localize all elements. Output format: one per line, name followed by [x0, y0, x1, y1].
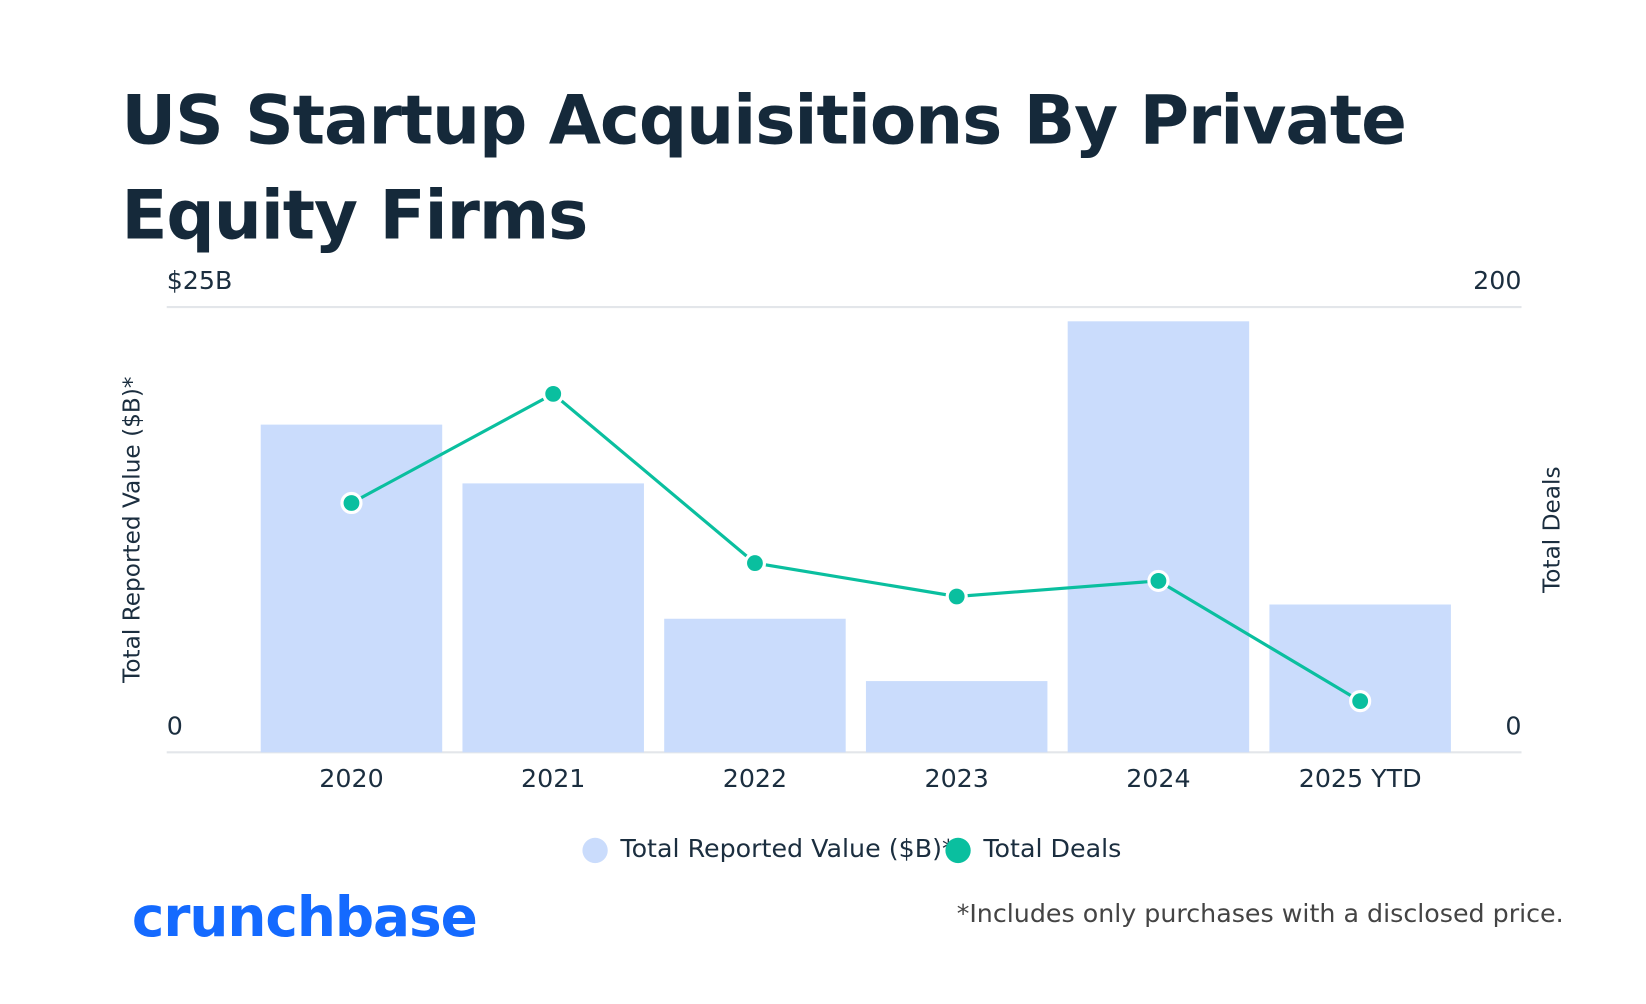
- x-tick-label: 2020: [319, 763, 383, 793]
- y-tick-label: 0: [167, 710, 183, 740]
- legend-label: Total Deals: [982, 833, 1121, 863]
- line: [350, 391, 1361, 703]
- brand-logo: crunchbase: [132, 885, 477, 949]
- line-point: [542, 382, 565, 405]
- bar: [462, 483, 644, 753]
- x-tick-label: 2025 YTD: [1299, 763, 1422, 793]
- y-tick-label: $25B: [167, 265, 233, 295]
- bar: [260, 424, 443, 753]
- bar: [1067, 321, 1250, 753]
- line-point: [1349, 690, 1372, 713]
- y2-tick-label: 200: [1473, 265, 1521, 295]
- x-tick-label: 2022: [723, 763, 787, 793]
- y2-axis-title: Total Deals: [1538, 466, 1565, 593]
- x-tick-label: 2023: [924, 763, 988, 793]
- bar: [1269, 604, 1451, 753]
- y-axis-title: Total Reported Value ($B)*: [118, 377, 145, 684]
- bar: [865, 681, 1048, 753]
- line-point: [1147, 569, 1170, 592]
- legend-swatch: [945, 837, 971, 864]
- footnote: *Includes only purchases with a disclose…: [957, 898, 1564, 928]
- line-point: [945, 585, 968, 608]
- line-point: [743, 552, 767, 575]
- y2-tick-label: 0: [1505, 710, 1521, 740]
- legend-label: Total Reported Value ($B)*: [619, 833, 954, 863]
- chart-title: US Startup Acquisitions By Private Equit…: [121, 82, 1407, 256]
- line-point: [340, 491, 363, 515]
- legend-swatch: [582, 837, 608, 864]
- title-box: US Startup Acquisitions By Private Equit…: [121, 82, 1407, 256]
- x-tick-label: 2021: [521, 763, 585, 793]
- x-tick-label: 2024: [1126, 763, 1190, 793]
- bar: [664, 618, 846, 753]
